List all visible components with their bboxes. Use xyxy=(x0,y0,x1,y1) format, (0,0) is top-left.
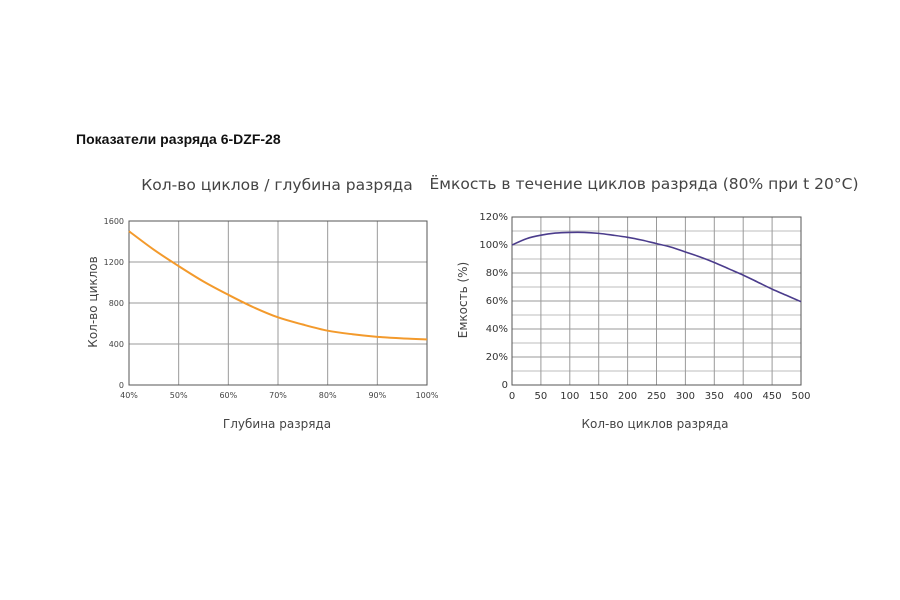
y-tick-label: 800 xyxy=(109,299,124,308)
chart1-grid xyxy=(128,220,428,386)
y-tick-label: 100% xyxy=(479,240,508,251)
chart2-title: Ёмкость в течение циклов разряда (80% пр… xyxy=(429,174,858,193)
x-tick-label: 450 xyxy=(763,391,782,402)
chart2-y-ticks: 0 20% 40% 60% 80% 100% 120% xyxy=(479,212,508,391)
x-tick-label: 60% xyxy=(219,391,237,400)
y-tick-label: 0 xyxy=(119,381,124,390)
y-tick-label: 400 xyxy=(109,340,124,349)
x-tick-label: 90% xyxy=(368,391,386,400)
capacity-cycles-chart: Ёмкость в течение циклов разряда (80% пр… xyxy=(429,174,858,431)
y-tick-label: 20% xyxy=(486,352,508,363)
chart1-series-line xyxy=(128,230,428,341)
chart2-x-axis-label: Кол-во циклов разряда xyxy=(581,417,728,431)
y-tick-label: 60% xyxy=(486,296,508,307)
x-tick-label: 40% xyxy=(120,391,138,400)
x-tick-label: 0 xyxy=(509,391,515,402)
page-title: Показатели разряда 6-DZF-28 xyxy=(76,131,281,147)
x-tick-label: 80% xyxy=(319,391,337,400)
x-tick-label: 200 xyxy=(618,391,637,402)
x-tick-label: 100 xyxy=(560,391,579,402)
y-tick-label: 1600 xyxy=(104,217,124,226)
x-tick-label: 50% xyxy=(170,391,188,400)
x-tick-label: 500 xyxy=(791,391,810,402)
chart1-x-ticks: 40% 50% 60% 70% 80% 90% 100% xyxy=(120,391,439,400)
y-tick-label: 1200 xyxy=(104,258,124,267)
y-tick-label: 80% xyxy=(486,268,508,279)
cycles-depth-chart: Кол-во циклов / глубина разряда 40% 50% 60… xyxy=(86,176,439,431)
plot-frame xyxy=(128,220,428,386)
x-tick-label: 350 xyxy=(705,391,724,402)
chart2-series-line xyxy=(511,231,802,303)
chart2-x-ticks: 0 50 100 150 200 250 300 350 400 450 500 xyxy=(509,391,811,402)
x-tick-label: 400 xyxy=(734,391,753,402)
chart1-y-axis-label: Кол-во циклов xyxy=(86,256,100,347)
chart1-title: Кол-во циклов / глубина разряда xyxy=(141,176,413,194)
x-tick-label: 50 xyxy=(535,391,548,402)
chart1-x-axis-label: Глубина разряда xyxy=(223,417,331,431)
x-tick-label: 300 xyxy=(676,391,695,402)
x-tick-label: 70% xyxy=(269,391,287,400)
x-tick-label: 150 xyxy=(589,391,608,402)
y-tick-label: 0 xyxy=(502,380,508,391)
y-tick-label: 40% xyxy=(486,324,508,335)
chart2-grid xyxy=(511,216,802,386)
y-tick-label: 120% xyxy=(479,212,508,223)
x-tick-label: 100% xyxy=(416,391,439,400)
chart2-y-axis-label: Емкость (%) xyxy=(456,262,470,338)
x-tick-label: 250 xyxy=(647,391,666,402)
chart1-y-ticks: 0 400 800 1200 1600 xyxy=(104,217,124,390)
